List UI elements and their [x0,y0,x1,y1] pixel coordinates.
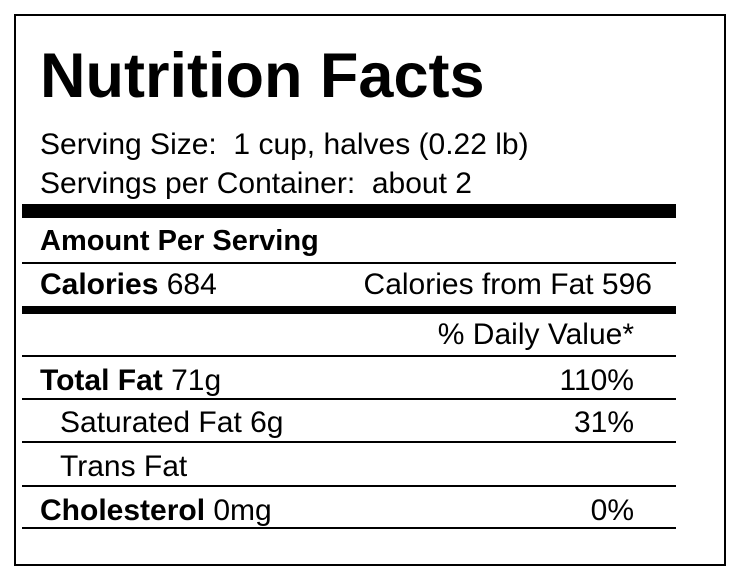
nutrient-amount: 0mg [213,494,272,527]
rule [22,441,676,443]
nutrient-label: Saturated Fat [60,406,242,439]
nutrient-row: Saturated Fat 6g [60,406,284,440]
rule [22,527,676,529]
nutrient-label: Total Fat [40,364,163,397]
rule [22,355,676,357]
daily-value-header: % Daily Value* [437,318,634,351]
rule [22,262,676,264]
nutrient-row: Cholesterol 0mg [40,494,272,528]
nutrient-label: Trans Fat [60,450,188,483]
thick-rule [22,204,676,218]
daily-value: 110% [559,364,634,397]
serving-size: Serving Size: 1 cup, halves (0.22 lb) [40,128,529,161]
rule [22,485,676,487]
calories-value: 684 [166,268,217,301]
nutrient-amount: 71g [171,364,222,397]
calories-from-fat: Calories from Fat 596 [363,268,652,301]
daily-value: 0% [590,494,634,527]
servings-per-container: Servings per Container: about 2 [40,167,472,200]
nutrition-label: Nutrition Facts Serving Size: 1 cup, hal… [14,14,726,566]
nutrient-amount: 6g [250,406,284,439]
daily-value: 31% [573,406,634,439]
calories: Calories 684 [40,268,217,302]
nutrient-label: Cholesterol [40,494,206,527]
calories-label: Calories [40,268,159,301]
amount-per-serving: Amount Per Serving [40,225,319,257]
title: Nutrition Facts [40,41,485,111]
rule [22,398,676,400]
nutrient-row: Trans Fat [60,450,187,484]
nutrient-row: Total Fat 71g [40,364,221,398]
medium-rule [22,306,676,314]
